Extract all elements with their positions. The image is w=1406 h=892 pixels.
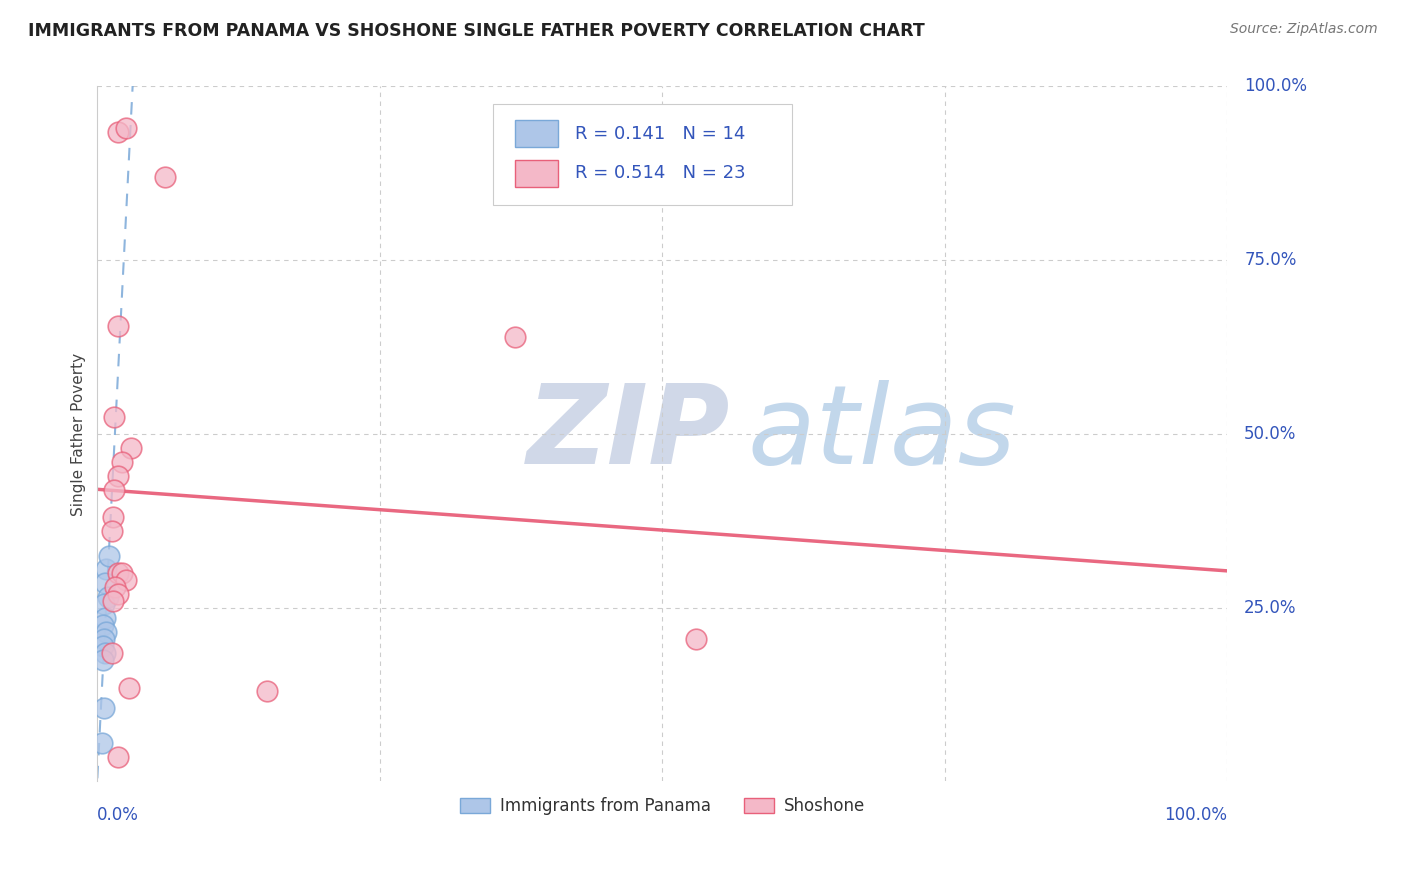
- Point: [96, 591, 118, 605]
- Point: [104, 580, 127, 594]
- Point: [103, 483, 125, 497]
- Point: [96, 625, 118, 640]
- Point: [107, 125, 129, 139]
- Text: R = 0.141   N = 14: R = 0.141 N = 14: [575, 125, 745, 143]
- FancyBboxPatch shape: [516, 120, 558, 147]
- Text: 100.0%: 100.0%: [1244, 78, 1308, 95]
- Text: 75.0%: 75.0%: [1244, 252, 1296, 269]
- Point: [111, 566, 134, 580]
- Text: R = 0.514   N = 23: R = 0.514 N = 23: [575, 164, 747, 182]
- Point: [114, 121, 136, 136]
- Point: [93, 597, 115, 611]
- Point: [96, 562, 118, 576]
- Point: [107, 587, 129, 601]
- Point: [90, 736, 112, 750]
- Text: 100.0%: 100.0%: [1164, 805, 1227, 824]
- Point: [107, 750, 129, 764]
- Point: [111, 455, 134, 469]
- Point: [153, 169, 176, 184]
- Text: 50.0%: 50.0%: [1244, 425, 1296, 443]
- Point: [91, 639, 114, 653]
- Point: [94, 611, 117, 625]
- Point: [685, 632, 707, 646]
- FancyBboxPatch shape: [494, 103, 792, 204]
- Point: [93, 632, 115, 646]
- Point: [101, 510, 124, 524]
- Text: ZIP: ZIP: [527, 381, 730, 487]
- Text: 0.0%: 0.0%: [97, 805, 139, 824]
- FancyBboxPatch shape: [516, 160, 558, 186]
- Point: [107, 319, 129, 334]
- Point: [94, 646, 117, 660]
- Legend: Immigrants from Panama, Shoshone: Immigrants from Panama, Shoshone: [453, 790, 872, 822]
- Point: [91, 618, 114, 632]
- Y-axis label: Single Father Poverty: Single Father Poverty: [72, 352, 86, 516]
- Point: [107, 468, 129, 483]
- Point: [505, 329, 527, 343]
- Text: Source: ZipAtlas.com: Source: ZipAtlas.com: [1230, 22, 1378, 37]
- Point: [256, 684, 278, 698]
- Point: [114, 573, 136, 587]
- Point: [97, 549, 120, 563]
- Point: [101, 646, 124, 660]
- Point: [93, 701, 115, 715]
- Point: [118, 681, 141, 695]
- Text: atlas: atlas: [747, 381, 1015, 487]
- Point: [91, 653, 114, 667]
- Point: [103, 409, 125, 424]
- Point: [107, 566, 129, 580]
- Point: [101, 593, 124, 607]
- Text: 25.0%: 25.0%: [1244, 599, 1296, 616]
- Point: [120, 441, 142, 455]
- Point: [94, 576, 117, 591]
- Text: IMMIGRANTS FROM PANAMA VS SHOSHONE SINGLE FATHER POVERTY CORRELATION CHART: IMMIGRANTS FROM PANAMA VS SHOSHONE SINGL…: [28, 22, 925, 40]
- Point: [101, 524, 124, 539]
